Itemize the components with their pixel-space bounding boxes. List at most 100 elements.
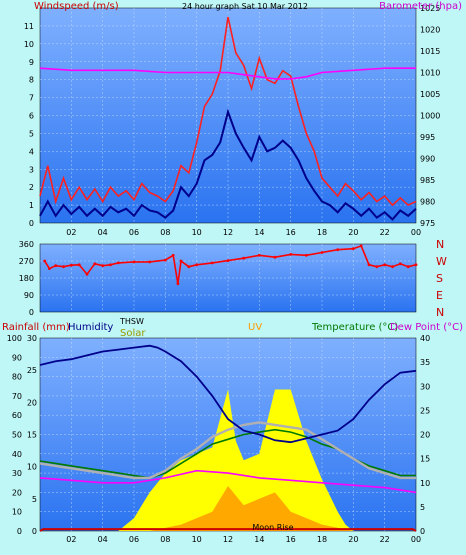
windspeed-tick-label: 7 [29,94,34,103]
uv-area [40,486,416,531]
wind-direction-point [48,267,51,270]
x-tick-label: 02 [66,228,76,237]
chart-title: 24 hour graph Sat 10 Mar 2012 [182,2,308,11]
barometer-tick-label: 990 [420,155,435,164]
x-tick-label: 18 [317,535,327,544]
x-tick-label: 06 [129,535,139,544]
wind-tick-labels: 0123456789101197598098599099510001005101… [24,4,441,237]
windspeed-tick-label: 11 [24,22,34,31]
barometer-tick-label: 1015 [420,47,440,56]
wind-direction-point [85,272,89,276]
barometer-tick-label: 1025 [420,4,440,13]
x-tick-label: 08 [160,228,170,237]
wind-direction-point [391,265,394,269]
moon-rise-annotation: Moon Rise [252,523,293,532]
wind-direction-point [148,260,152,264]
solar-tick-label: 0 [32,527,37,536]
compass-tick-label: N [436,238,444,251]
direction-degree-tick-label: 360 [19,240,34,249]
wind-direction-point [242,256,246,260]
temperature-tick-label: 25 [420,406,430,415]
direction-degree-tick-label: 180 [19,274,34,283]
barometer-tick-label: 985 [420,176,435,185]
solar-tick-label: 15 [27,431,37,440]
thsw-label: THSW [119,317,144,326]
temperature-tick-label: 30 [420,382,430,391]
barometer-tick-label: 1020 [420,26,440,35]
compass-tick-label: W [436,255,447,268]
solar-tick-label: 30 [27,334,37,343]
x-tick-label: 16 [286,535,296,544]
barometer-line [39,67,416,80]
wind-direction-point [273,255,277,259]
barometer-tick-label: 980 [420,198,435,207]
windspeed-axis-label: Windspeed (m/s) [34,1,119,12]
wind-direction-point [383,263,387,267]
wind-direction-point [179,259,183,263]
x-tick-label: 10 [192,535,202,544]
wind-direction-point [171,253,175,257]
compass-tick-label: N [436,306,444,319]
x-tick-label: 16 [286,228,296,237]
wind-direction-point [187,265,191,269]
wind-direction-point [62,265,65,269]
barometer-tick-label: 1005 [420,90,440,99]
temperature-tick-label: 40 [420,334,430,343]
rainfall-tick-label: 60 [12,411,22,420]
x-tick-label: 12 [223,535,233,544]
x-tick-label: 18 [317,228,327,237]
wind-direction-point [375,265,379,269]
direction-degree-tick-label: 90 [24,291,34,300]
humidity-label: Humidity [68,322,113,333]
wind-direction-point [406,265,410,269]
x-tick-label: 12 [223,228,233,237]
wind-direction-point [351,247,355,251]
wind-direction-point [176,282,180,286]
compass-tick-label: E [436,289,443,302]
wind-direction-point [93,262,97,266]
wind-gust-line [39,16,417,207]
x-tick-label: 20 [348,535,358,544]
wind-average-line [39,108,417,221]
x-tick-label: 22 [380,228,390,237]
windspeed-tick-label: 9 [29,58,34,67]
barometer-tick-label: 1000 [420,112,440,121]
wind-grid [40,8,416,223]
wind-direction-point [257,253,261,257]
x-tick-label: 22 [380,535,390,544]
solar-area [40,389,416,531]
temperature-label: Temperature (°C) [311,322,398,333]
rainfall-tick-label: 50 [12,431,22,440]
rainfall-tick-label: 0 [17,527,22,536]
wind-direction-point [414,263,418,267]
x-tick-label: 10 [192,228,202,237]
windspeed-tick-label: 8 [29,76,34,85]
wind-direction-point [69,263,73,267]
wind-direction-point [43,259,47,263]
windspeed-tick-label: 1 [29,201,34,210]
uv-label: UV [248,322,262,333]
windspeed-tick-label: 0 [29,219,34,228]
wind-direction-point [101,264,105,268]
rainfall-tick-label: 20 [12,488,22,497]
windspeed-tick-label: 3 [29,165,34,174]
dewpoint-label: Dew Point (°C) [390,322,463,333]
solar-tick-label: 20 [27,398,37,407]
temperature-tick-label: 35 [420,358,430,367]
windspeed-tick-label: 6 [29,112,34,121]
thsw-line [39,421,416,480]
solar-tick-label: 10 [27,463,37,472]
wind-direction-point [359,244,363,248]
barometer-axis-label: Barometer (hpa) [379,1,462,12]
solar-label: Solar [120,328,146,339]
barometer-tick-label: 1010 [420,69,440,78]
solar-tick-label: 5 [32,495,37,504]
rainfall-tick-label: 30 [12,469,22,478]
barometer-tick-label: 975 [420,219,435,228]
wind-direction-point [304,253,308,257]
x-tick-label: 00 [411,535,421,544]
x-tick-label: 08 [160,535,170,544]
compass-tick-label: S [436,272,443,285]
x-tick-label: 06 [129,228,139,237]
